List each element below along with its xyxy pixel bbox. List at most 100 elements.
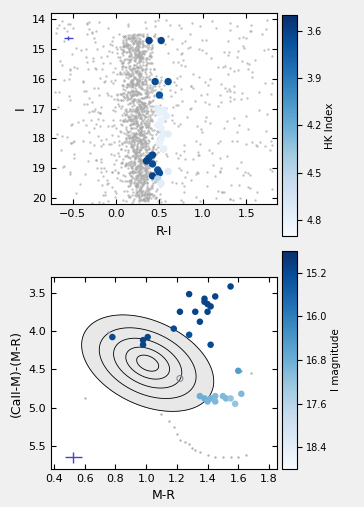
Point [143, 146, 149, 154]
Point [133, 148, 139, 156]
Point [157, 139, 162, 147]
Point [217, 168, 222, 176]
Point [150, 102, 155, 110]
Point [92, 156, 98, 164]
Point [154, 89, 160, 97]
Point [136, 97, 142, 105]
Point [129, 191, 135, 199]
Point [134, 53, 140, 61]
Point [136, 50, 142, 58]
Point [135, 88, 141, 96]
Point [220, 63, 226, 71]
Point [129, 116, 135, 124]
Point [134, 103, 140, 112]
Point [130, 91, 135, 99]
Point [119, 59, 125, 67]
Point [264, 110, 269, 118]
Point [150, 192, 155, 200]
Point [143, 57, 149, 65]
Point [220, 392, 226, 400]
Point [120, 42, 126, 50]
Point [161, 106, 167, 114]
Point [82, 394, 88, 403]
Point [126, 32, 131, 41]
Point [136, 111, 142, 119]
Point [124, 68, 130, 76]
Point [129, 97, 135, 105]
Point [163, 104, 169, 113]
Point [133, 150, 139, 158]
Point [136, 185, 142, 193]
Point [127, 33, 132, 42]
Point [111, 160, 116, 168]
Point [119, 121, 125, 129]
Point [139, 159, 145, 167]
Point [96, 18, 102, 26]
Point [58, 147, 64, 155]
Point [139, 40, 145, 48]
Point [125, 146, 131, 154]
Point [245, 169, 250, 177]
Point [93, 120, 99, 128]
Point [153, 101, 158, 110]
Point [137, 54, 143, 62]
Point [139, 141, 145, 150]
Point [128, 107, 134, 116]
Point [84, 20, 90, 28]
Point [135, 46, 141, 54]
Point [135, 162, 141, 170]
Point [91, 124, 97, 132]
Point [131, 138, 137, 146]
Point [135, 182, 141, 190]
Point [131, 119, 136, 127]
Point [225, 37, 231, 45]
Point [137, 128, 143, 136]
Point [181, 198, 186, 206]
Point [108, 77, 114, 85]
Point [123, 142, 129, 150]
Point [134, 63, 140, 71]
Point [134, 63, 140, 71]
Point [133, 164, 139, 172]
Point [56, 21, 62, 29]
Point [145, 167, 151, 175]
Point [208, 54, 214, 62]
Point [140, 163, 146, 171]
Point [129, 78, 135, 86]
Point [92, 105, 98, 113]
Point [127, 116, 133, 124]
Point [91, 34, 97, 43]
Point [136, 70, 142, 78]
Point [139, 106, 145, 114]
Point [118, 57, 124, 65]
Point [129, 171, 135, 179]
Point [152, 78, 158, 86]
Point [128, 83, 134, 91]
Point [128, 37, 134, 45]
Point [82, 170, 88, 178]
Point [239, 57, 245, 65]
Point [118, 146, 124, 154]
Point [147, 98, 153, 106]
Point [134, 190, 140, 198]
Point [137, 143, 143, 152]
Point [134, 117, 140, 125]
Point [143, 186, 149, 194]
Point [143, 141, 149, 150]
Point [155, 135, 161, 143]
Point [228, 182, 234, 190]
Point [122, 62, 128, 70]
Point [192, 97, 198, 105]
Point [61, 24, 67, 32]
Point [145, 99, 151, 107]
Point [167, 86, 173, 94]
Point [144, 129, 150, 137]
Point [137, 89, 143, 97]
Point [135, 157, 141, 165]
Point [67, 66, 73, 74]
Point [134, 120, 140, 128]
Point [126, 33, 131, 42]
Point [151, 65, 157, 74]
Point [149, 126, 155, 134]
Point [84, 30, 90, 39]
